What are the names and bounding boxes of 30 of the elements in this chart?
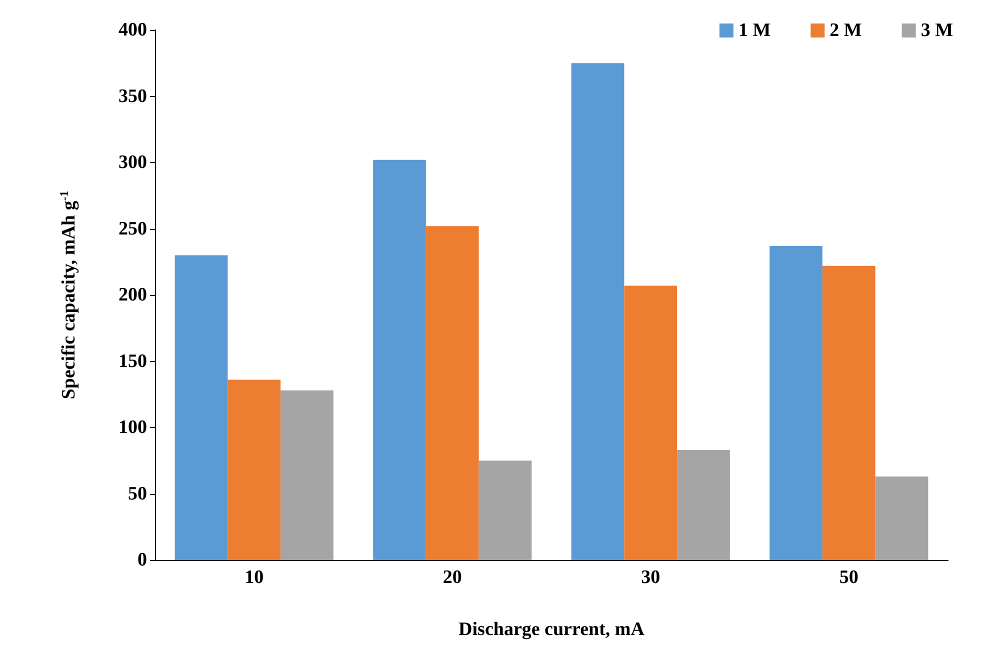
x-tick-label: 50 <box>839 567 858 588</box>
x-axis-title: Discharge current, mA <box>458 619 645 640</box>
legend-label: 1 M <box>738 20 771 41</box>
bar <box>280 390 334 560</box>
y-tick-label: 50 <box>128 483 147 504</box>
bar <box>228 380 281 560</box>
bar <box>677 450 730 560</box>
bar <box>174 255 228 560</box>
x-tick-label: 10 <box>244 567 264 588</box>
y-tick-label: 250 <box>118 218 147 240</box>
bar <box>875 476 928 560</box>
y-tick-label: 0 <box>138 550 147 570</box>
y-axis-title: Specific capacity, mAh g-1 <box>57 190 80 400</box>
y-tick-label: 400 <box>118 20 147 40</box>
x-tick-label: 20 <box>442 567 462 588</box>
bar <box>822 266 876 560</box>
y-tick-label: 100 <box>118 417 147 438</box>
legend-label: 3 M <box>920 20 954 41</box>
bar <box>571 63 624 560</box>
bar <box>770 246 822 560</box>
y-tick-label: 350 <box>118 86 147 107</box>
bar <box>373 160 426 560</box>
y-tick-label: 200 <box>118 284 147 306</box>
legend-label: 2 M <box>830 20 862 41</box>
bar <box>478 460 532 560</box>
y-tick-label: 150 <box>118 350 147 372</box>
bar <box>426 226 479 560</box>
x-tick-label: 30 <box>641 567 660 588</box>
bar <box>624 286 678 560</box>
y-tick-label: 300 <box>118 152 147 173</box>
